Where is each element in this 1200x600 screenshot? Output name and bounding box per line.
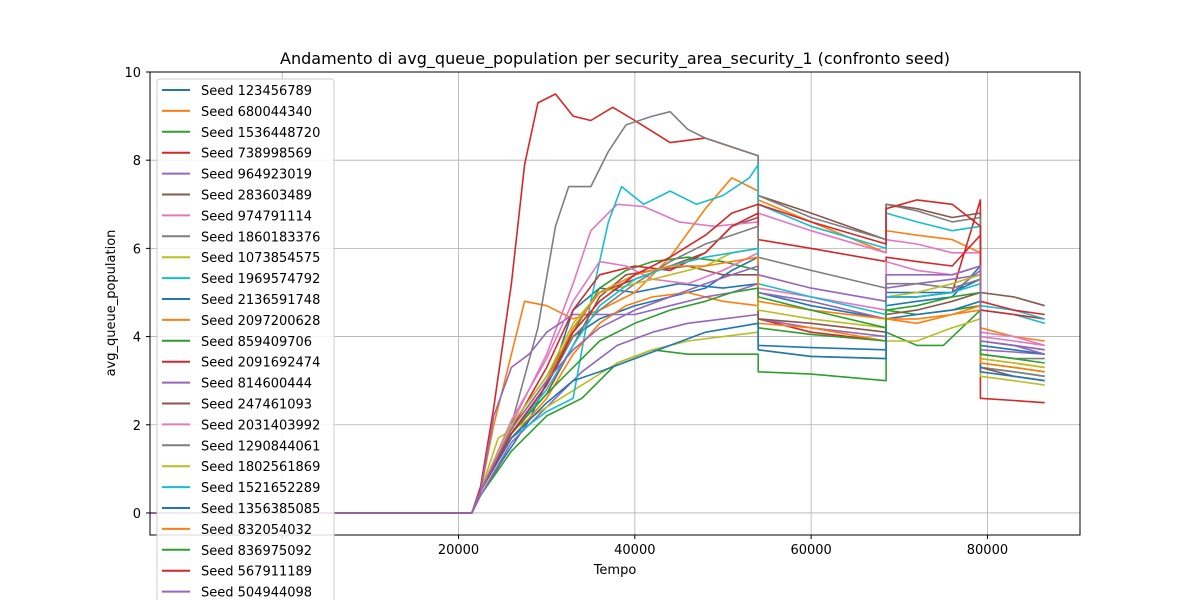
- legend-entry: Seed 1802561869: [162, 460, 320, 475]
- legend-box: [156, 78, 335, 600]
- axes-frame: [149, 71, 1081, 536]
- series-line: [150, 110, 1045, 514]
- legend-entry: Seed 2136591748: [162, 293, 320, 308]
- legend-entry: Seed 1073854575: [162, 251, 320, 266]
- chart-title: Andamento di avg_queue_population per se…: [280, 49, 950, 69]
- legend-label: Seed 832054032: [201, 523, 312, 538]
- y-tick-label: 2: [133, 419, 141, 434]
- legend-label: Seed 567911189: [201, 565, 312, 580]
- legend-label: Seed 1802561869: [201, 460, 320, 475]
- series-line: [150, 287, 1045, 514]
- series-line: [150, 163, 1045, 514]
- legend-entry: Seed 859409706: [162, 335, 312, 350]
- ticks: 0200004000060000800000246810: [124, 66, 1008, 558]
- series-line: [150, 177, 1045, 514]
- y-tick-label: 0: [133, 507, 141, 522]
- legend-entry: Seed 283603489: [162, 189, 312, 204]
- legend-label: Seed 123456789: [201, 84, 312, 99]
- legend-label: Seed 964923019: [201, 168, 312, 183]
- legend-label: Seed 2136591748: [201, 293, 320, 308]
- legend-label: Seed 974791114: [201, 209, 312, 224]
- legend-entry: Seed 964923019: [162, 168, 312, 183]
- legend-label: Seed 1290844061: [201, 439, 320, 454]
- y-tick-label: 10: [124, 66, 141, 81]
- series-line: [150, 247, 1045, 514]
- legend-label: Seed 814600444: [201, 377, 312, 392]
- y-tick-label: 6: [133, 242, 141, 257]
- legend-entry: Seed 832054032: [162, 523, 312, 538]
- legend-label: Seed 680044340: [201, 105, 312, 120]
- legend-entry: Seed 1290844061: [162, 439, 320, 454]
- legend-label: Seed 247461093: [201, 398, 312, 413]
- series-line: [150, 265, 1045, 514]
- series-lines: [150, 93, 1045, 514]
- legend-label: Seed 1521652289: [201, 481, 320, 496]
- legend-label: Seed 738998569: [201, 147, 312, 162]
- legend-label: Seed 836975092: [201, 544, 312, 559]
- x-axis-label: Tempo: [593, 563, 637, 578]
- legend-entry: Seed 1521652289: [162, 481, 320, 496]
- series-line: [150, 212, 1045, 514]
- legend-entry: Seed 974791114: [162, 209, 312, 224]
- y-tick-label: 8: [133, 154, 141, 169]
- legend: Seed 123456789 Seed 680044340 Seed 1536448…: [156, 78, 335, 600]
- legend-entry: Seed 814600444: [162, 377, 312, 392]
- legend-entry: Seed 2097200628: [162, 314, 320, 329]
- legend-entry: Seed 1536448720: [162, 126, 320, 141]
- x-tick-label: 20000: [438, 543, 479, 558]
- legend-label: Seed 1536448720: [201, 126, 320, 141]
- legend-entry: Seed 2031403992: [162, 418, 320, 433]
- x-tick-label: 60000: [790, 543, 831, 558]
- legend-entry: Seed 680044340: [162, 105, 312, 120]
- legend-entry: Seed 504944098: [162, 586, 312, 600]
- series-line: [150, 199, 1045, 514]
- legend-label: Seed 1860183376: [201, 230, 320, 245]
- series-line: [150, 309, 1045, 514]
- legend-label: Seed 2091692474: [201, 356, 320, 371]
- legend-entry: Seed 2091692474: [162, 356, 320, 371]
- legend-entry: Seed 1860183376: [162, 230, 320, 245]
- y-tick-label: 4: [133, 331, 141, 346]
- series-line: [150, 300, 1045, 514]
- legend-entry: Seed 567911189: [162, 565, 312, 580]
- legend-label: Seed 1969574792: [201, 272, 320, 287]
- x-tick-label: 80000: [967, 543, 1008, 558]
- series-line: [150, 273, 1045, 514]
- legend-label: Seed 859409706: [201, 335, 312, 350]
- legend-entry: Seed 738998569: [162, 147, 312, 162]
- legend-entry: Seed 1356385085: [162, 502, 320, 517]
- legend-entry: Seed 836975092: [162, 544, 312, 559]
- legend-label: Seed 1073854575: [201, 251, 320, 266]
- legend-label: Seed 2031403992: [201, 418, 320, 433]
- y-axis-label: avg_queue_population: [104, 230, 119, 377]
- legend-label: Seed 1356385085: [201, 502, 320, 517]
- legend-entry: Seed 123456789: [162, 84, 312, 99]
- series-line: [150, 291, 1045, 514]
- x-tick-label: 40000: [614, 543, 655, 558]
- legend-label: Seed 504944098: [201, 586, 312, 600]
- legend-label: Seed 283603489: [201, 189, 312, 204]
- legend-entry: Seed 247461093: [162, 398, 312, 413]
- legend-entry: Seed 1969574792: [162, 272, 320, 287]
- legend-label: Seed 2097200628: [201, 314, 320, 329]
